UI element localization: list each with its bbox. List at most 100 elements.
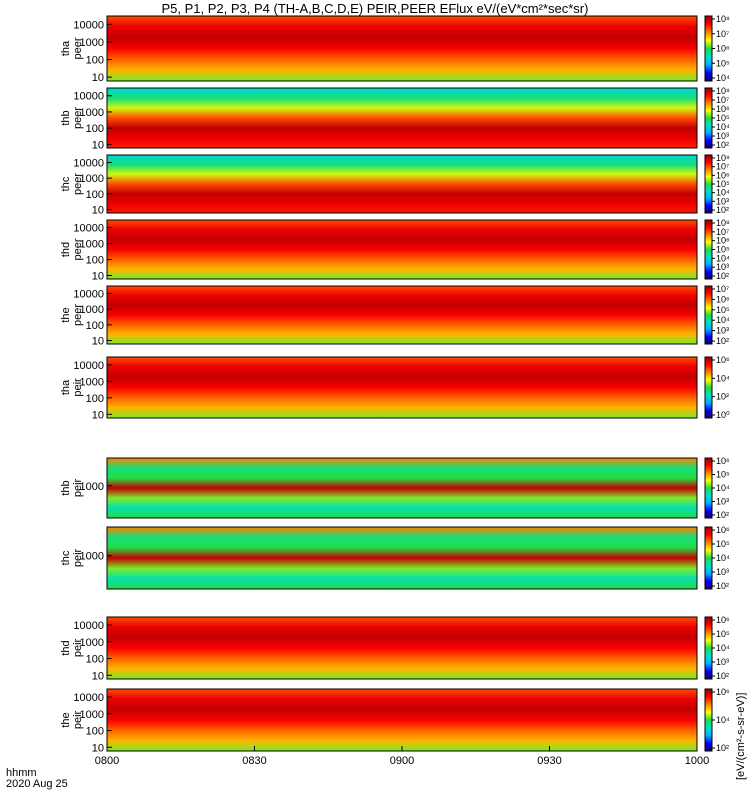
y-tick-label: 10000 xyxy=(73,223,104,235)
spectrogram-tha-peer xyxy=(107,16,697,81)
colorbar-tick-label: 10⁶ xyxy=(716,615,730,625)
panel-frame-thd-peer xyxy=(106,219,698,280)
y-tick-label: 10 xyxy=(92,336,104,348)
colorbar-tick-label: 10² xyxy=(716,336,729,346)
time-format-label: hhmm xyxy=(6,767,37,779)
colorbar-units: [eV/(cm²-s-sr-eV)] xyxy=(735,693,747,780)
panel-label: tha xyxy=(60,40,72,56)
colorbar-tick-label: 10³ xyxy=(716,196,729,206)
x-tick-label: 0800 xyxy=(95,755,119,767)
panel-label: peir xyxy=(72,638,84,657)
colorbar-tick-label: 10³ xyxy=(716,567,729,577)
panel-label: thd xyxy=(60,242,72,257)
colorbar-tick-label: 10⁵ xyxy=(716,305,730,315)
colorbar-tick-label: 10² xyxy=(716,140,729,150)
spectrogram-thc-peer xyxy=(107,155,697,213)
colorbar-tick-label: 10⁶ xyxy=(716,104,730,114)
colorbar-thb-peer xyxy=(704,87,713,149)
panel-label: peer xyxy=(72,173,84,195)
colorbar-tick-label: 10⁶ xyxy=(716,170,730,180)
panel-label: peer xyxy=(72,304,84,326)
colorbar-tick-label: 10⁵ xyxy=(716,245,730,255)
y-tick-label: 10 xyxy=(92,742,104,754)
panel-label: peir xyxy=(72,548,84,567)
colorbar-tick-label: 10⁵ xyxy=(716,58,730,68)
y-tick-label: 1000 xyxy=(80,481,104,493)
y-tick-label: 10000 xyxy=(73,620,104,632)
panel-label: thc xyxy=(60,550,72,565)
colorbar-the-peer xyxy=(704,285,713,345)
y-tick-label: 10000 xyxy=(73,91,104,103)
y-tick-label: 1000 xyxy=(80,551,104,563)
y-tick-label: 1000 xyxy=(80,637,104,649)
colorbar-tick-label: 10⁵ xyxy=(716,539,730,549)
y-tick-label: 100 xyxy=(86,320,104,332)
colorbar-tick-label: 10⁵ xyxy=(716,470,730,480)
colorbar-tick-label: 10⁷ xyxy=(716,284,729,294)
colorbar-thc-peir xyxy=(704,526,713,590)
panel-frame-thb-peer xyxy=(106,87,698,149)
x-tick-label: 0930 xyxy=(537,755,561,767)
spectrogram-tha-peir xyxy=(107,357,697,418)
colorbar-tick-label: 10³ xyxy=(716,131,729,141)
colorbar-tick-label: 10⁸ xyxy=(716,218,730,228)
colorbar-tick-label: 10⁸ xyxy=(716,14,730,24)
y-tick-label: 100 xyxy=(86,654,104,666)
panel-label: peir xyxy=(72,478,84,497)
colorbar-tick-label: 10⁷ xyxy=(716,227,729,237)
spectrogram-thd-peir xyxy=(107,617,697,679)
panel-frame-tha-peir xyxy=(106,356,698,419)
colorbar-thd-peer xyxy=(704,219,713,280)
colorbar-tick-label: 10⁴ xyxy=(716,73,730,83)
panel-frame-thc-peir xyxy=(106,526,698,590)
colorbar-tick-label: 10⁴ xyxy=(716,483,730,493)
panel-label: thc xyxy=(60,176,72,191)
colorbar-tick-label: 10⁷ xyxy=(716,162,729,172)
colorbar-tick-label: 10⁵ xyxy=(716,113,730,123)
spectrogram-thc-peir xyxy=(107,527,697,589)
panel-label: the xyxy=(60,712,72,727)
colorbar-tick-label: 10⁴ xyxy=(716,122,730,132)
colorbar-tick-label: 10⁴ xyxy=(716,643,730,653)
y-tick-label: 1000 xyxy=(80,173,104,185)
colorbar-tick-label: 10⁰ xyxy=(716,410,730,420)
x-tick-label: 1000 xyxy=(685,755,709,767)
colorbar-tick-label: 10⁶ xyxy=(716,294,730,304)
panel-label: thb xyxy=(60,480,72,495)
panel-frame-thc-peer xyxy=(106,154,698,214)
y-tick-label: 100 xyxy=(86,55,104,67)
colorbar-tick-label: 10² xyxy=(716,271,729,281)
colorbar-tick-label: 10⁶ xyxy=(716,236,730,246)
chart-title: P5, P1, P2, P3, P4 (TH-A,B,C,D,E) PEIR,P… xyxy=(161,1,589,16)
x-tick-label: 0900 xyxy=(390,755,414,767)
colorbar-tick-label: 10⁴ xyxy=(716,315,730,325)
y-tick-label: 10000 xyxy=(73,360,104,372)
colorbar-tick-label: 10² xyxy=(716,581,729,591)
y-tick-label: 100 xyxy=(86,393,104,405)
y-tick-label: 10000 xyxy=(73,19,104,31)
panel-label: thd xyxy=(60,640,72,655)
colorbar-thc-peer xyxy=(704,154,713,214)
panel-label: peir xyxy=(72,710,84,729)
colorbar-tick-label: 10³ xyxy=(716,497,729,507)
colorbar-tick-label: 10⁸ xyxy=(716,86,730,96)
colorbar-tick-label: 10⁶ xyxy=(716,456,730,466)
panel-frame-the-peer xyxy=(106,285,698,345)
panel-label: tha xyxy=(60,379,72,395)
y-tick-label: 1000 xyxy=(80,304,104,316)
colorbar-tick-label: 10⁷ xyxy=(716,29,729,39)
colorbar-tha-peir xyxy=(704,356,713,419)
colorbar-tick-label: 10² xyxy=(716,743,729,753)
colorbar-tick-label: 10³ xyxy=(716,262,729,272)
y-tick-label: 1000 xyxy=(80,376,104,388)
panel-frame-tha-peer xyxy=(106,15,698,82)
y-tick-label: 10 xyxy=(92,670,104,682)
y-tick-label: 100 xyxy=(86,189,104,201)
